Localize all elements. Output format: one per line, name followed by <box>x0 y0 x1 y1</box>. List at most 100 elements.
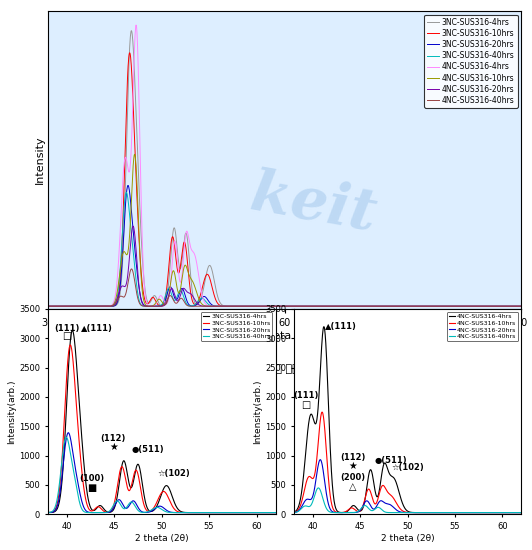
4NC-SUS316-40hrs <box>433 509 439 516</box>
4NC-SUS316-20hrs <box>281 509 287 516</box>
4NC-SUS316-4hrs <box>45 303 51 310</box>
3NC-SUS316-20hrs <box>35 509 41 516</box>
3NC-SUS316-20hrs <box>518 303 525 310</box>
Line: 4NC-SUS316-4hrs: 4NC-SUS316-4hrs <box>284 327 521 513</box>
4NC-SUS316-10hrs <box>461 509 468 516</box>
4NC-SUS316-20hrs <box>419 509 426 516</box>
3NC-SUS316-4hrs <box>215 509 222 516</box>
Line: 4NC-SUS316-40hrs: 4NC-SUS316-40hrs <box>284 488 521 513</box>
Line: 3NC-SUS316-10hrs: 3NC-SUS316-10hrs <box>38 345 276 513</box>
4NC-SUS316-10hrs <box>433 509 439 516</box>
Text: (200): (200) <box>340 474 365 482</box>
Text: ■: ■ <box>87 483 96 493</box>
Line: 4NC-SUS316-4hrs: 4NC-SUS316-4hrs <box>48 25 521 306</box>
3NC-SUS316-20hrs <box>45 303 51 310</box>
3NC-SUS316-40hrs <box>101 303 107 310</box>
3NC-SUS316-4hrs <box>214 509 221 516</box>
3NC-SUS316-40hrs <box>50 508 56 514</box>
3NC-SUS316-4hrs <box>50 509 56 515</box>
4NC-SUS316-40hrs <box>426 509 432 516</box>
4NC-SUS316-40hrs <box>246 303 252 310</box>
4NC-SUS316-4hrs <box>264 303 271 310</box>
4NC-SUS316-4hrs <box>518 509 525 516</box>
Text: (111): (111) <box>54 323 80 333</box>
4NC-SUS316-40hrs <box>101 303 107 310</box>
4NC-SUS316-20hrs <box>130 223 136 229</box>
4NC-SUS316-20hrs <box>425 509 431 516</box>
4NC-SUS316-40hrs <box>518 303 525 310</box>
Text: ★: ★ <box>109 442 118 452</box>
3NC-SUS316-10hrs <box>256 303 262 310</box>
4NC-SUS316-4hrs <box>81 303 88 310</box>
Line: 3NC-SUS316-40hrs: 3NC-SUS316-40hrs <box>38 437 276 513</box>
3NC-SUS316-40hrs <box>240 509 246 516</box>
4NC-SUS316-40hrs <box>461 509 468 516</box>
3NC-SUS316-20hrs <box>256 303 262 310</box>
X-axis label: 2 theta (2θ): 2 theta (2θ) <box>252 331 318 340</box>
Text: (112): (112) <box>340 453 365 463</box>
4NC-SUS316-4hrs <box>442 509 448 516</box>
3NC-SUS316-10hrs <box>179 509 186 516</box>
Legend: 3NC-SUS316-4hrs, 3NC-SUS316-10hrs, 3NC-SUS316-20hrs, 3NC-SUS316-40hrs, 4NC-SUS31: 3NC-SUS316-4hrs, 3NC-SUS316-10hrs, 3NC-S… <box>424 15 518 108</box>
4NC-SUS316-40hrs <box>486 509 492 516</box>
4NC-SUS316-4hrs <box>101 303 107 310</box>
3NC-SUS316-10hrs <box>272 509 279 516</box>
3NC-SUS316-40hrs <box>187 509 193 516</box>
3NC-SUS316-20hrs <box>179 509 186 516</box>
3NC-SUS316-10hrs <box>518 303 525 310</box>
Line: 4NC-SUS316-20hrs: 4NC-SUS316-20hrs <box>284 460 521 513</box>
3NC-SUS316-10hrs <box>187 509 193 516</box>
4NC-SUS316-10hrs <box>264 303 271 310</box>
4NC-SUS316-10hrs <box>419 509 426 516</box>
4NC-SUS316-20hrs <box>101 303 107 310</box>
3NC-SUS316-4hrs <box>272 509 279 516</box>
4NC-SUS316-4hrs <box>314 303 321 310</box>
3NC-SUS316-20hrs <box>246 303 252 310</box>
Line: 3NC-SUS316-10hrs: 3NC-SUS316-10hrs <box>48 53 521 306</box>
4NC-SUS316-20hrs <box>461 509 468 516</box>
Text: (111): (111) <box>293 391 319 400</box>
3NC-SUS316-20hrs <box>187 509 193 516</box>
3NC-SUS316-10hrs <box>212 509 218 516</box>
Text: ☆(102): ☆(102) <box>157 469 190 477</box>
4NC-SUS316-4hrs <box>419 509 426 516</box>
4NC-SUS316-10hrs <box>281 509 287 516</box>
4NC-SUS316-4hrs <box>246 303 252 310</box>
3NC-SUS316-40hrs <box>173 509 180 516</box>
3NC-SUS316-40hrs <box>264 303 271 310</box>
4NC-SUS316-4hrs <box>461 509 468 516</box>
4NC-SUS316-4hrs <box>486 509 492 516</box>
4NC-SUS316-20hrs <box>518 303 525 310</box>
Text: ●(511): ●(511) <box>131 444 164 454</box>
4NC-SUS316-10hrs <box>518 509 525 516</box>
3NC-SUS316-10hrs <box>101 303 107 310</box>
Text: ▲(111): ▲(111) <box>81 323 113 333</box>
3NC-SUS316-10hrs <box>35 509 41 516</box>
4NC-SUS316-20hrs <box>314 303 321 310</box>
Y-axis label: Intensity(arb.): Intensity(arb.) <box>7 379 16 444</box>
4NC-SUS316-20hrs <box>264 303 271 310</box>
4NC-SUS316-20hrs <box>45 303 51 310</box>
3NC-SUS316-20hrs <box>264 303 271 310</box>
Text: ★: ★ <box>348 461 357 471</box>
3NC-SUS316-40hrs <box>215 509 222 516</box>
4NC-SUS316-10hrs <box>246 303 252 310</box>
4NC-SUS316-4hrs <box>518 303 525 310</box>
X-axis label: 2 theta (2θ): 2 theta (2θ) <box>135 534 188 543</box>
Text: a) 전체 범위 측정: a) 전체 범위 측정 <box>254 362 315 372</box>
Line: 3NC-SUS316-20hrs: 3NC-SUS316-20hrs <box>38 433 276 513</box>
3NC-SUS316-4hrs <box>518 303 525 310</box>
4NC-SUS316-4hrs <box>433 509 439 516</box>
Line: 4NC-SUS316-10hrs: 4NC-SUS316-10hrs <box>48 155 521 306</box>
4NC-SUS316-40hrs <box>81 303 88 310</box>
3NC-SUS316-20hrs <box>50 509 56 515</box>
4NC-SUS316-4hrs <box>256 303 262 310</box>
3NC-SUS316-10hrs <box>67 342 73 348</box>
3NC-SUS316-10hrs <box>50 508 56 515</box>
Text: ☆(102): ☆(102) <box>392 463 424 472</box>
4NC-SUS316-10hrs <box>518 303 525 310</box>
4NC-SUS316-10hrs <box>314 303 321 310</box>
3NC-SUS316-10hrs <box>314 303 321 310</box>
Y-axis label: Intensity: Intensity <box>35 136 45 184</box>
Line: 3NC-SUS316-4hrs: 3NC-SUS316-4hrs <box>38 331 276 513</box>
